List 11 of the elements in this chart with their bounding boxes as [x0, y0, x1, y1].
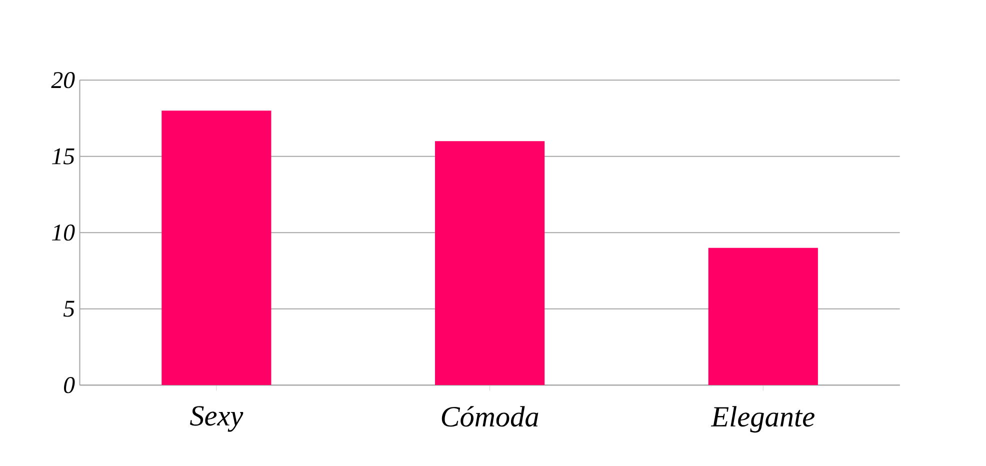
- bar: [162, 110, 272, 386]
- y-tick-label: 10: [52, 224, 75, 241]
- bar: [434, 141, 545, 386]
- x-tick-label: Elegante: [710, 406, 814, 433]
- y-tick-label: 20: [51, 72, 75, 88]
- y-tick-label: 5: [63, 300, 74, 317]
- bar: [708, 248, 818, 386]
- x-tick-label: Cómoda: [442, 406, 538, 427]
- x-tick-label: Sexy: [190, 406, 244, 432]
- y-tick-label: 0: [64, 377, 75, 394]
- y-tick-label: 15: [52, 148, 74, 164]
